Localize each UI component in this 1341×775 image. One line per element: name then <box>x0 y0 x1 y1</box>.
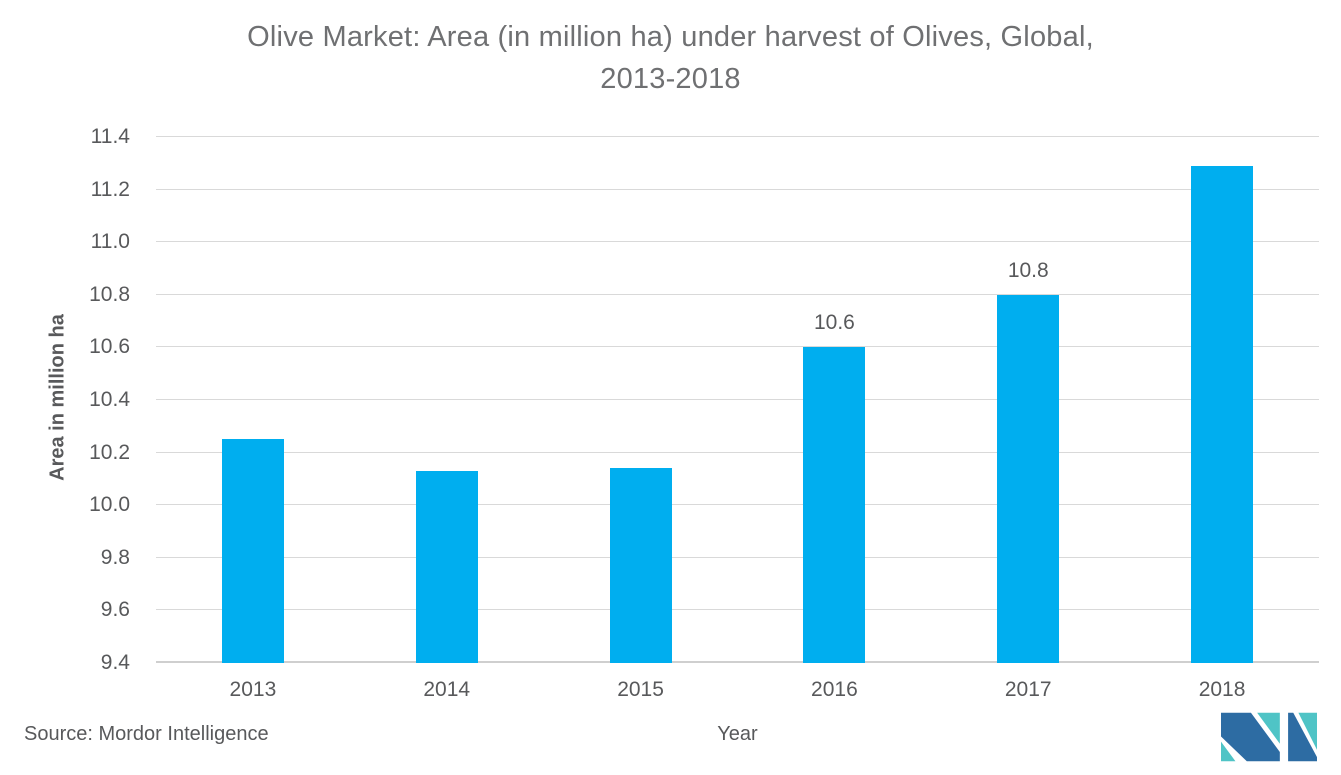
gridline-10.0 <box>156 504 1319 506</box>
bar-2017 <box>997 294 1060 663</box>
bar-2015 <box>609 468 672 663</box>
y-tick-10.0: 10.0 <box>89 493 130 517</box>
y-tick-11.2: 11.2 <box>90 177 130 201</box>
x-tick-2016: 2016 <box>811 678 858 701</box>
y-tick-9.8: 9.8 <box>100 545 130 569</box>
chart-title: Olive Market: Area (in million ha) under… <box>0 16 1341 100</box>
bar-2016 <box>803 347 866 663</box>
y-tick-10.2: 10.2 <box>89 440 130 464</box>
x-tick-2018: 2018 <box>1198 678 1246 701</box>
bar-2013 <box>221 439 284 663</box>
gridline-11.0 <box>156 241 1319 243</box>
source-text: Source: Mordor Intelligence <box>24 723 269 745</box>
bar-value-label-2017: 10.8 <box>1007 258 1049 282</box>
gridline-9.8 <box>156 556 1319 558</box>
x-tick-2015: 2015 <box>617 678 664 701</box>
y-tick-10.6: 10.6 <box>89 335 130 359</box>
bar-value-label-2016: 10.6 <box>813 311 855 335</box>
y-tick-10.8: 10.8 <box>89 282 130 306</box>
y-tick-10.4: 10.4 <box>89 388 130 411</box>
chart-title-line1: Olive Market: Area (in million ha) under… <box>247 21 1094 53</box>
y-tick-9.4: 9.4 <box>100 651 130 674</box>
logo-right-teal-triangle <box>1298 712 1317 750</box>
chart-title-line2: 2013-2018 <box>600 63 741 95</box>
gridline-11.2 <box>156 188 1319 190</box>
gridline-9.6 <box>156 609 1319 611</box>
plot-area: 10.6 10.8 <box>156 136 1319 663</box>
gridline-10.8 <box>156 293 1319 295</box>
y-tick-11.0: 11.0 <box>90 230 130 254</box>
logo-left-dark-shape <box>1221 712 1280 762</box>
gridline-10.2 <box>156 451 1319 453</box>
y-tick-9.6: 9.6 <box>100 598 130 622</box>
x-tick-2013: 2013 <box>229 678 277 701</box>
mordor-intelligence-logo <box>1221 712 1317 762</box>
y-tick-11.4: 11.4 <box>90 125 130 148</box>
logo-left-teal-bottom-triangle <box>1221 741 1236 762</box>
gridline-9.4 <box>156 661 1319 663</box>
gridline-10.6 <box>156 346 1319 348</box>
bar-2014 <box>415 471 478 663</box>
gridline-11.4 <box>156 136 1319 137</box>
bar-2018 <box>1191 165 1254 663</box>
x-tick-2014: 2014 <box>423 678 471 701</box>
logo-right-dark-shape <box>1288 712 1317 762</box>
gridline-10.4 <box>156 399 1319 400</box>
x-tick-2017: 2017 <box>1004 678 1052 701</box>
x-axis-title: Year <box>717 723 758 745</box>
